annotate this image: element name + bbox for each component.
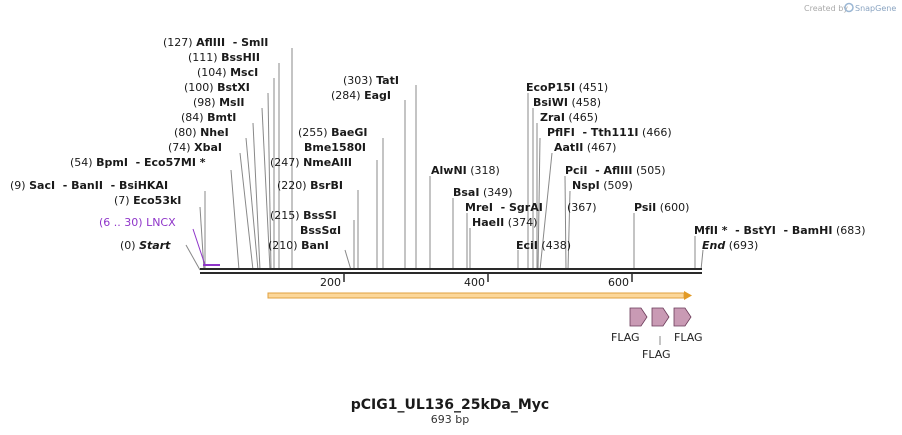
- site-label[interactable]: BsiWI (458): [533, 96, 601, 109]
- site-label[interactable]: NspI (509): [572, 179, 633, 192]
- plasmid-length: 693 bp: [431, 413, 469, 426]
- leader-start: [185, 244, 201, 271]
- tick-label: 200: [320, 276, 341, 289]
- plasmid-title: pCIG1_UL136_25kDa_Myc: [351, 397, 549, 413]
- site-label[interactable]: (247) NmeAIII: [270, 156, 352, 169]
- site-label[interactable]: (255) BaeGI: [298, 126, 367, 139]
- leader-lncx: [192, 228, 206, 266]
- site-label[interactable]: PflFI - Tth111I (466): [547, 126, 672, 139]
- flag-feature-arrow[interactable]: [673, 307, 692, 327]
- leader-bstxi: [267, 92, 272, 271]
- restriction-site-labels: (127) AflIII - SmlI (111) BssHII (104) M…: [10, 36, 866, 252]
- site-label[interactable]: EciI (438): [516, 239, 571, 252]
- leader-bani: [344, 249, 352, 271]
- lncx-feature-mark[interactable]: [203, 264, 220, 266]
- site-label[interactable]: (54) BpmI - Eco57MI *: [70, 156, 206, 169]
- site-label[interactable]: PciI - AflIII (505): [565, 164, 666, 177]
- site-label[interactable]: EcoP15I (451): [526, 81, 608, 94]
- credit-brand: SnapGene: [855, 4, 896, 13]
- feature-label-lncx[interactable]: (6 .. 30) LNCX: [99, 216, 176, 229]
- credit-text: Created by: [804, 4, 848, 13]
- leader-xbai: [239, 152, 254, 271]
- site-label[interactable]: (9) SacI - BanII - BsiHKAI: [10, 179, 168, 192]
- leader-bpmi: [230, 169, 240, 271]
- site-label[interactable]: (98) MslI: [193, 96, 244, 109]
- leader-bmti: [252, 122, 261, 271]
- site-label[interactable]: (80) NheI: [174, 126, 229, 139]
- site-number: (367): [567, 201, 597, 214]
- tick-label: 600: [608, 276, 629, 289]
- flag-label: FLAG: [611, 331, 640, 344]
- site-label[interactable]: (84) BmtI: [181, 111, 236, 124]
- site-label[interactable]: (111) BssHII: [188, 51, 260, 64]
- site-label[interactable]: MreI - SgrAI: [465, 201, 543, 214]
- site-label[interactable]: PsiI (600): [634, 201, 689, 214]
- site-label[interactable]: (127) AflIII - SmlI: [163, 36, 268, 49]
- site-label[interactable]: (7) Eco53kI: [114, 194, 181, 207]
- ruler: 200 400 600: [320, 274, 633, 289]
- tick-label: 400: [464, 276, 485, 289]
- site-label[interactable]: (100) BstXI: [184, 81, 250, 94]
- site-label[interactable]: ZraI (465): [540, 111, 598, 124]
- site-label-end: End (693): [702, 239, 758, 252]
- flag-feature-arrow[interactable]: [651, 307, 670, 327]
- backbone-bottom-strand: [200, 272, 702, 274]
- flag-label: FLAG: [674, 331, 703, 344]
- site-label[interactable]: (74) XbaI: [168, 141, 222, 154]
- site-label[interactable]: HaeII (374): [472, 216, 537, 229]
- site-leader-lines: [185, 48, 704, 271]
- leader-end: [700, 249, 704, 271]
- orf-arrowhead-icon: [684, 291, 692, 300]
- leader-msli: [261, 107, 271, 271]
- leader-pcii: [564, 175, 567, 271]
- site-label[interactable]: (284) EagI: [331, 89, 391, 102]
- site-label[interactable]: (215) BssSI: [270, 209, 337, 222]
- site-label[interactable]: AatII (467): [554, 141, 616, 154]
- site-label-start: (0) Start: [120, 239, 171, 252]
- site-label[interactable]: Bme1580I: [304, 141, 366, 154]
- flag-label: FLAG: [642, 348, 671, 361]
- site-label[interactable]: (104) MscI: [197, 66, 258, 79]
- sequence-backbone: [200, 264, 702, 274]
- site-label[interactable]: (210) BanI: [268, 239, 329, 252]
- flag-features: FLAG FLAG FLAG: [611, 307, 703, 361]
- orf-body: [267, 292, 685, 299]
- site-label[interactable]: (220) BsrBI: [277, 179, 343, 192]
- site-label[interactable]: MfII * - BstYI - BamHI (683): [694, 224, 866, 237]
- orf-arrow[interactable]: [267, 291, 692, 300]
- snapgene-logo-icon: [844, 2, 854, 13]
- site-label[interactable]: BssSαI: [300, 224, 341, 237]
- credit: Created by SnapGene: [804, 2, 896, 13]
- site-label[interactable]: AlwNI (318): [431, 164, 500, 177]
- site-label[interactable]: (303) TatI: [343, 74, 399, 87]
- leader-nhei: [245, 137, 259, 271]
- flag-feature-arrow[interactable]: [629, 307, 648, 327]
- site-label[interactable]: BsaI (349): [453, 186, 513, 199]
- leader-aatii: [539, 152, 553, 271]
- leader-pflfi: [537, 137, 541, 271]
- backbone-top-strand: [200, 268, 702, 270]
- leader-nspi: [567, 190, 571, 271]
